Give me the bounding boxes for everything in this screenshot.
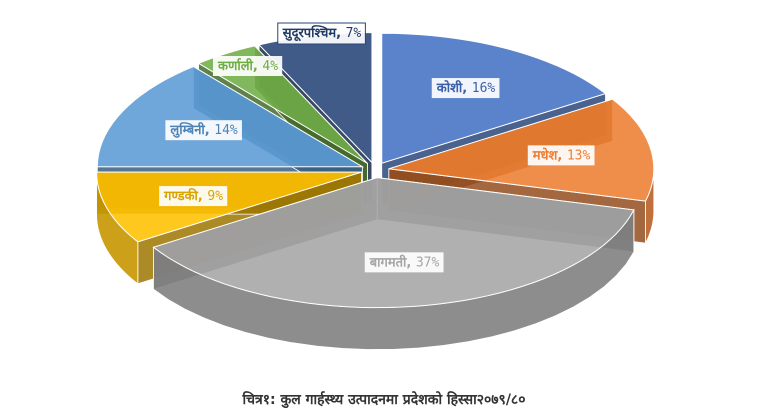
- slice-label-1: मधेश, 13%: [532, 147, 591, 163]
- slice-label-box-3: [159, 186, 228, 207]
- pie-labels: कोशी, 16% मधेश, 13% बागमती, 37% गण्डकी, 9% ल…: [159, 22, 595, 273]
- slice-value-4: 14%: [214, 123, 238, 138]
- slice-name-5: कर्णाली,: [217, 58, 262, 74]
- slice-value-5: 4%: [262, 59, 278, 74]
- slice-1: [388, 98, 655, 202]
- slice-label-6: सुदूरपश्चिम, 7%: [282, 25, 362, 42]
- slice-label-box-0: [431, 78, 500, 99]
- slice-label-box-4: [165, 120, 242, 141]
- slice-label-box-2: [364, 252, 444, 273]
- slice-label-5: कर्णाली, 4%: [217, 58, 278, 74]
- slice-value-1: 13%: [567, 148, 591, 163]
- slice-value-6: 7%: [346, 26, 362, 41]
- slice-4: [96, 65, 365, 168]
- slice-0: [381, 32, 607, 164]
- slice-name-3: गण्डकी,: [163, 188, 207, 204]
- slice-label-2: बागमती, 37%: [369, 254, 440, 270]
- figure-caption: चित्र१: कुल गार्हस्थ्य उत्पादनमा प्रदेशक…: [242, 392, 526, 408]
- slice-label-box-1: [527, 145, 595, 166]
- slice-value-2: 37%: [416, 255, 440, 270]
- slice-name-4: लुम्बिनी,: [169, 122, 214, 138]
- slice-label-0: कोशी, 16%: [436, 80, 496, 96]
- slice-label-box-6: [277, 22, 366, 45]
- slice-label-box-5: [212, 56, 283, 76]
- slice-name-6: सुदूरपश्चिम,: [282, 25, 346, 42]
- slice-2: [152, 177, 635, 309]
- slice-label-3: गण्डकी, 9%: [163, 188, 223, 204]
- slice-value-3: 9%: [207, 189, 223, 204]
- slice-name-1: मधेश,: [532, 147, 567, 163]
- slice-label-4: लुम्बिनी, 14%: [169, 122, 238, 138]
- pie-chart: कोशी, 16% मधेश, 13% बागमती, 37% गण्डकी, 9% ल…: [96, 22, 655, 350]
- slice-name-0: कोशी,: [436, 80, 472, 96]
- slice-name-2: बागमती,: [369, 254, 416, 270]
- slice-value-0: 16%: [472, 81, 496, 96]
